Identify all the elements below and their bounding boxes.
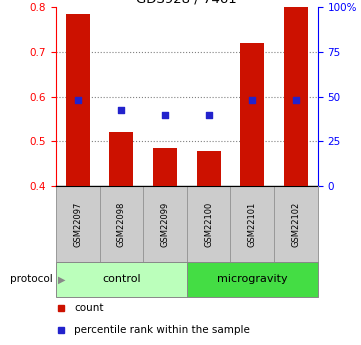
Title: GDS928 / 7461: GDS928 / 7461 [136, 0, 237, 6]
Text: GSM22101: GSM22101 [248, 201, 257, 247]
Bar [240, 43, 264, 186]
Text: control: control [102, 275, 141, 284]
Point [118, 107, 124, 113]
Bar [56, 262, 187, 297]
Bar [197, 151, 221, 186]
Text: percentile rank within the sample: percentile rank within the sample [74, 325, 250, 335]
Text: count: count [74, 303, 104, 313]
Text: GSM22100: GSM22100 [204, 201, 213, 247]
Bar [274, 186, 318, 262]
Bar [187, 186, 230, 262]
Bar [100, 186, 143, 262]
Bar [109, 131, 133, 186]
Point [75, 97, 81, 102]
Text: GSM22099: GSM22099 [161, 201, 170, 247]
Bar [284, 7, 308, 186]
Bar [143, 186, 187, 262]
Text: microgravity: microgravity [217, 275, 288, 284]
Point [249, 97, 255, 102]
Bar [153, 148, 177, 186]
Bar [66, 13, 90, 186]
Bar [56, 186, 100, 262]
Point [162, 112, 168, 117]
Text: GSM22098: GSM22098 [117, 201, 126, 247]
Bar [187, 262, 318, 297]
Text: GSM22102: GSM22102 [291, 201, 300, 247]
Text: protocol: protocol [10, 275, 52, 284]
Bar [230, 186, 274, 262]
Text: ▶: ▶ [58, 275, 65, 284]
Point [206, 113, 212, 118]
Point [293, 97, 299, 102]
Text: GSM22097: GSM22097 [73, 201, 82, 247]
